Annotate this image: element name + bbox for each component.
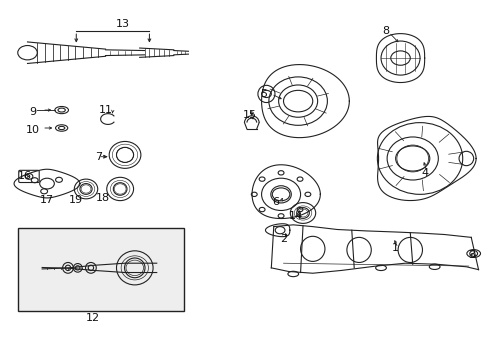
Text: 17: 17 <box>40 195 54 205</box>
Text: 2: 2 <box>279 234 286 244</box>
Text: 8: 8 <box>382 26 388 36</box>
Bar <box>18 228 183 311</box>
Text: 18: 18 <box>96 193 110 203</box>
Text: 9: 9 <box>29 107 36 117</box>
Text: 3: 3 <box>467 250 474 260</box>
Text: 6: 6 <box>272 197 279 207</box>
Text: 10: 10 <box>25 125 40 135</box>
Text: 16: 16 <box>18 171 32 181</box>
Text: 7: 7 <box>95 152 102 162</box>
Text: 19: 19 <box>69 195 83 205</box>
Text: 15: 15 <box>242 111 256 121</box>
Text: 11: 11 <box>98 105 112 115</box>
Text: 12: 12 <box>86 313 100 323</box>
Text: 13: 13 <box>115 19 129 29</box>
Text: 5: 5 <box>260 89 267 99</box>
Text: 1: 1 <box>391 243 398 253</box>
Text: 14: 14 <box>288 211 302 221</box>
Text: 4: 4 <box>421 168 427 178</box>
